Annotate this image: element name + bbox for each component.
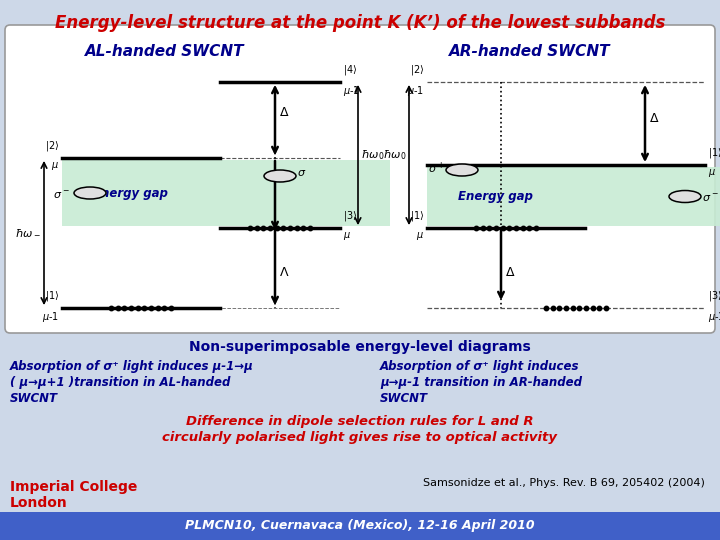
Text: $|4\rangle$: $|4\rangle$ xyxy=(343,63,357,77)
Bar xyxy=(0,512,720,540)
Text: SWCNT: SWCNT xyxy=(10,392,58,405)
Text: $\Lambda$: $\Lambda$ xyxy=(279,267,289,280)
Text: $\mu$: $\mu$ xyxy=(343,230,351,242)
Text: $\mu$: $\mu$ xyxy=(708,167,716,179)
Text: $\mu$-1: $\mu$-1 xyxy=(407,84,424,98)
Text: $|1\rangle$: $|1\rangle$ xyxy=(410,209,424,223)
Text: $\Delta$: $\Delta$ xyxy=(649,112,660,125)
Text: $\hbar\omega_0$: $\hbar\omega_0$ xyxy=(382,148,406,162)
Text: $|3\rangle$: $|3\rangle$ xyxy=(708,289,720,303)
Text: Energy gap: Energy gap xyxy=(93,186,168,199)
Text: $\mu$: $\mu$ xyxy=(51,160,59,172)
Text: $|2\rangle$: $|2\rangle$ xyxy=(45,139,59,153)
Text: $\mu$-1: $\mu$-1 xyxy=(42,310,59,324)
Text: $\sigma$: $\sigma$ xyxy=(297,168,306,178)
Text: Non-superimposable energy-level diagrams: Non-superimposable energy-level diagrams xyxy=(189,340,531,354)
Text: $\mu$-1: $\mu$-1 xyxy=(708,310,720,324)
Text: Difference in dipole selection rules for L and R: Difference in dipole selection rules for… xyxy=(186,415,534,428)
Bar xyxy=(62,160,390,226)
Text: $\hbar\omega_-$: $\hbar\omega_-$ xyxy=(15,228,41,238)
Text: $\sigma^+$: $\sigma^+$ xyxy=(428,160,445,176)
Ellipse shape xyxy=(74,187,106,199)
Text: AR-handed SWCNT: AR-handed SWCNT xyxy=(449,44,611,59)
Text: μ→μ-1 transition in AR-handed: μ→μ-1 transition in AR-handed xyxy=(380,376,582,389)
Text: Absorption of σ⁺ light induces μ-1→μ: Absorption of σ⁺ light induces μ-1→μ xyxy=(10,360,253,373)
Text: London: London xyxy=(10,496,68,510)
Text: SWCNT: SWCNT xyxy=(380,392,428,405)
Bar xyxy=(427,167,720,226)
Text: $\sigma^-$: $\sigma^-$ xyxy=(53,190,70,200)
Text: $|2\rangle$: $|2\rangle$ xyxy=(410,63,424,77)
Text: $|3\rangle$: $|3\rangle$ xyxy=(343,209,357,223)
Ellipse shape xyxy=(669,191,701,202)
Text: $|1\rangle$: $|1\rangle$ xyxy=(45,289,59,303)
Text: $|1\rangle$: $|1\rangle$ xyxy=(708,146,720,160)
Text: Imperial College: Imperial College xyxy=(10,480,138,494)
Ellipse shape xyxy=(264,170,296,182)
FancyBboxPatch shape xyxy=(5,25,715,333)
Text: Samsonidze et al., Phys. Rev. B 69, 205402 (2004): Samsonidze et al., Phys. Rev. B 69, 2054… xyxy=(423,478,705,488)
Text: circularly polarised light gives rise to optical activity: circularly polarised light gives rise to… xyxy=(163,431,557,444)
Text: $\Delta$: $\Delta$ xyxy=(505,267,516,280)
Text: ( μ→μ+1 )transition in AL-handed: ( μ→μ+1 )transition in AL-handed xyxy=(10,376,230,389)
Text: AL-handed SWCNT: AL-handed SWCNT xyxy=(85,44,245,59)
Text: PLMCN10, Cuernavaca (Mexico), 12-16 April 2010: PLMCN10, Cuernavaca (Mexico), 12-16 Apri… xyxy=(185,519,535,532)
Ellipse shape xyxy=(446,164,478,176)
Text: $\sigma^-$: $\sigma^-$ xyxy=(702,193,719,204)
Text: Energy gap: Energy gap xyxy=(458,190,532,203)
Text: Absorption of σ⁺ light induces: Absorption of σ⁺ light induces xyxy=(380,360,580,373)
Text: $\hbar\omega_0$: $\hbar\omega_0$ xyxy=(361,148,384,162)
Text: $\mu$-1: $\mu$-1 xyxy=(343,84,360,98)
Text: $\Delta$: $\Delta$ xyxy=(279,105,289,118)
Text: Energy-level structure at the point K (K’) of the lowest subbands: Energy-level structure at the point K (K… xyxy=(55,14,665,32)
Text: $\mu$: $\mu$ xyxy=(416,230,424,242)
